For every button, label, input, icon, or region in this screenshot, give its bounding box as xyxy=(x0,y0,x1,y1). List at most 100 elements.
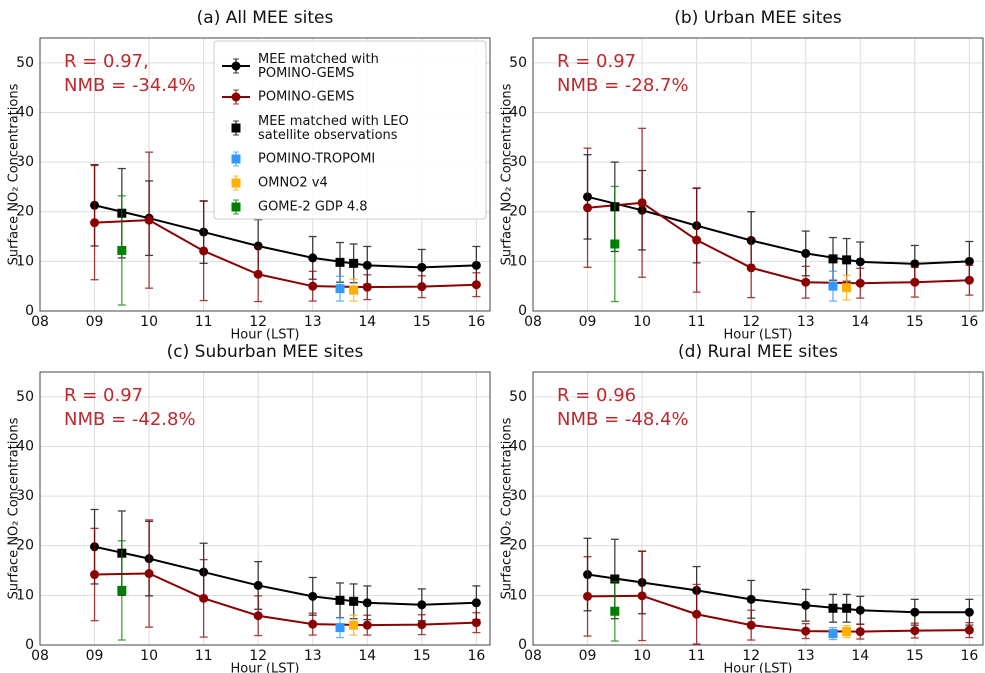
marker xyxy=(199,246,209,256)
x-axis-label: Hour (LST) xyxy=(230,328,299,343)
marker xyxy=(253,580,263,590)
marker xyxy=(637,198,647,208)
plot-frame xyxy=(39,371,491,646)
panel-title: (b) Urban MEE sites xyxy=(674,8,842,28)
legend-label: MEE matched with LEO satellite observatio… xyxy=(258,114,409,143)
y-axis-label: Surface NO₂ Concentrations xyxy=(7,83,22,265)
marker xyxy=(362,260,372,270)
marker xyxy=(231,61,241,71)
marker xyxy=(828,254,838,264)
series-line xyxy=(94,219,477,289)
marker xyxy=(231,154,241,164)
x-tick-label: 08 xyxy=(31,314,49,330)
marker xyxy=(910,259,920,269)
marker xyxy=(842,627,852,637)
marker xyxy=(308,619,318,629)
x-tick-label: 14 xyxy=(851,648,869,664)
marker xyxy=(801,277,811,287)
marker xyxy=(117,585,127,595)
annotation: R = 0.97, xyxy=(64,51,149,72)
y-axis-label: Surface NO₂ Concentrations xyxy=(500,417,515,599)
marker xyxy=(349,620,359,630)
y-axis-label: Surface NO₂ Concentrations xyxy=(7,417,22,599)
y-tick-label: 50 xyxy=(509,389,527,405)
x-tick-label: 15 xyxy=(413,314,431,330)
marker xyxy=(855,605,865,615)
y-tick-label: 40 xyxy=(16,438,34,454)
marker xyxy=(231,92,241,102)
x-tick-label: 10 xyxy=(633,314,651,330)
panel-title: (a) All MEE sites xyxy=(197,8,334,28)
marker xyxy=(842,255,852,265)
marker xyxy=(417,262,427,272)
marker xyxy=(801,626,811,636)
y-tick-label: 10 xyxy=(16,587,34,603)
x-tick-label: 16 xyxy=(960,648,978,664)
marker xyxy=(231,123,241,133)
marker xyxy=(855,627,865,637)
marker xyxy=(199,593,209,603)
marker xyxy=(746,594,756,604)
marker xyxy=(828,603,838,613)
marker xyxy=(910,607,920,617)
y-tick-label: 10 xyxy=(16,253,34,269)
legend-label: POMINO-GEMS xyxy=(258,90,354,105)
marker xyxy=(964,256,974,266)
marker xyxy=(842,603,852,613)
series-line xyxy=(94,572,477,627)
x-tick-label: 13 xyxy=(797,314,815,330)
marker xyxy=(417,282,427,292)
annotation: R = 0.96 xyxy=(557,385,636,406)
marker xyxy=(90,218,100,228)
y-tick-label: 10 xyxy=(509,587,527,603)
series-line xyxy=(94,545,477,606)
y-tick-label: 30 xyxy=(509,154,527,170)
x-tick-label: 11 xyxy=(195,648,213,664)
plot-frame xyxy=(532,37,984,312)
x-tick-label: 13 xyxy=(304,648,322,664)
marker xyxy=(117,245,127,255)
marker xyxy=(471,598,481,608)
marker xyxy=(471,618,481,628)
x-tick-label: 08 xyxy=(524,314,542,330)
marker xyxy=(349,285,359,295)
y-tick-label: 50 xyxy=(509,55,527,71)
x-tick-label: 15 xyxy=(906,314,924,330)
marker xyxy=(417,600,427,610)
marker xyxy=(335,623,345,633)
marker xyxy=(471,280,481,290)
marker xyxy=(828,281,838,291)
marker xyxy=(964,275,974,285)
x-tick-label: 11 xyxy=(195,314,213,330)
marker xyxy=(583,591,593,601)
x-tick-label: 12 xyxy=(742,648,760,664)
marker xyxy=(583,203,593,213)
y-tick-label: 0 xyxy=(518,637,527,653)
marker xyxy=(855,278,865,288)
x-tick-label: 09 xyxy=(579,648,597,664)
y-tick-label: 50 xyxy=(16,389,34,405)
series-line xyxy=(587,594,970,633)
y-tick-label: 0 xyxy=(25,303,34,319)
marker xyxy=(253,611,263,621)
x-tick-label: 10 xyxy=(140,648,158,664)
annotation: NMB = -28.7% xyxy=(557,75,689,96)
y-tick-label: 10 xyxy=(509,253,527,269)
marker xyxy=(362,282,372,292)
legend-label: MEE matched with POMINO-GEMS xyxy=(258,52,379,81)
x-tick-label: 15 xyxy=(413,648,431,664)
marker xyxy=(253,269,263,279)
x-tick-label: 10 xyxy=(140,314,158,330)
marker xyxy=(417,620,427,630)
marker xyxy=(231,178,241,188)
annotation: NMB = -42.8% xyxy=(64,409,196,430)
legend-label: POMINO-TROPOMI xyxy=(258,152,375,167)
x-axis-label: Hour (LST) xyxy=(723,662,792,673)
marker xyxy=(335,595,345,605)
x-tick-label: 10 xyxy=(633,648,651,664)
x-tick-label: 08 xyxy=(524,648,542,664)
marker xyxy=(964,607,974,617)
y-tick-label: 20 xyxy=(509,204,527,220)
legend-box xyxy=(213,40,487,220)
marker xyxy=(637,591,647,601)
